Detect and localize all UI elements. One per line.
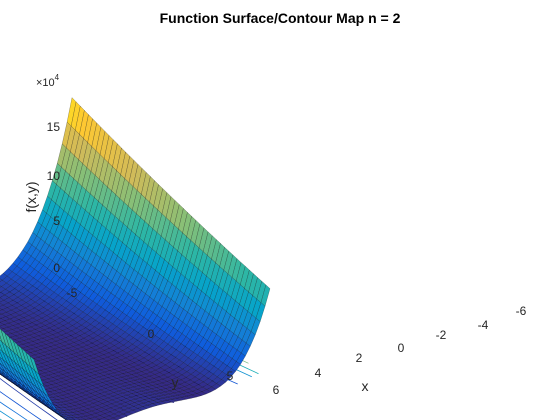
x-tick-neg4: -4 <box>478 318 489 332</box>
z-tick-15: 15 <box>47 120 61 134</box>
surface-patch <box>60 416 69 420</box>
z-tick-0: 0 <box>53 261 60 275</box>
x-tick-2: 2 <box>356 351 363 365</box>
y-axis-label: y <box>172 374 179 390</box>
z-axis-label: f(x,y) <box>23 181 39 212</box>
surface-patch <box>70 417 81 420</box>
y-tick-neg5: -5 <box>67 286 78 300</box>
y-tick-5: 5 <box>227 369 234 383</box>
chart-title: Function Surface/Contour Map n = 2 <box>160 10 401 26</box>
surface-patch <box>108 417 118 420</box>
x-tick-neg6: -6 <box>516 304 527 318</box>
z-multiplier: ×104 <box>36 73 60 89</box>
y-tick-0: 0 <box>148 327 155 341</box>
surface-patch <box>66 416 76 420</box>
x-tick-0: 0 <box>398 341 405 355</box>
surface-mesh <box>0 97 271 420</box>
axes-ticks: 0 5 10 15 -5 0 5 6 4 2 0 -2 -4 -6 <box>47 120 527 397</box>
surface-patch <box>260 284 271 307</box>
x-tick-neg2: -2 <box>436 328 447 342</box>
x-axis-label: x <box>362 378 369 394</box>
z-tick-10: 10 <box>47 169 61 183</box>
z-tick-5: 5 <box>53 214 60 228</box>
x-tick-6: 6 <box>273 383 280 397</box>
x-tick-4: 4 <box>315 366 322 380</box>
surface-patch <box>65 418 68 420</box>
